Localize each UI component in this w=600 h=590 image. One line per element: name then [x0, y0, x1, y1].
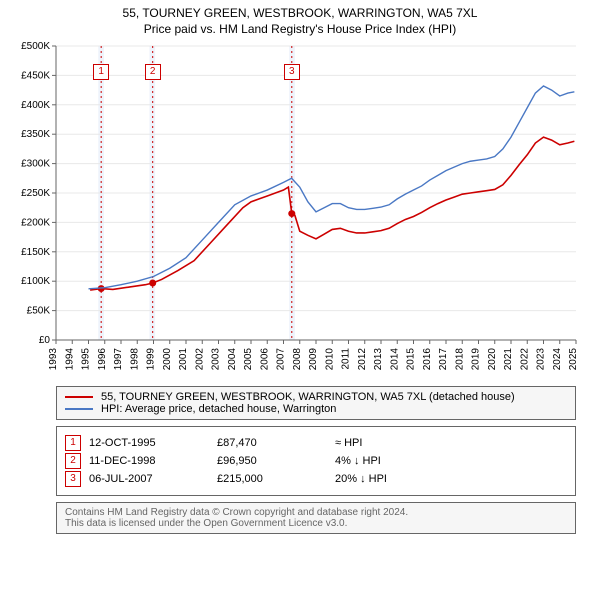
svg-text:2016: 2016 [422, 348, 433, 371]
svg-text:2018: 2018 [454, 348, 465, 371]
svg-text:2002: 2002 [194, 348, 205, 371]
transaction-marker: 2 [65, 453, 81, 469]
transaction-price: £96,950 [217, 455, 327, 467]
svg-text:2001: 2001 [178, 348, 189, 371]
svg-text:1993: 1993 [48, 348, 59, 371]
attribution-line-1: Contains HM Land Registry data © Crown c… [65, 507, 567, 518]
transaction-diff: 4% ↓ HPI [335, 455, 455, 467]
svg-text:2007: 2007 [276, 348, 287, 371]
svg-text:2003: 2003 [211, 348, 222, 371]
transaction-date: 06-JUL-2007 [89, 473, 209, 485]
event-marker: 2 [145, 64, 161, 80]
svg-text:2023: 2023 [536, 348, 547, 371]
legend-swatch [65, 408, 93, 410]
svg-text:2020: 2020 [487, 348, 498, 371]
svg-text:2014: 2014 [389, 348, 400, 371]
attribution-line-2: This data is licensed under the Open Gov… [65, 518, 567, 529]
legend-swatch [65, 396, 93, 398]
svg-text:2025: 2025 [568, 348, 579, 371]
svg-text:£50K: £50K [27, 306, 51, 317]
svg-text:2010: 2010 [324, 348, 335, 371]
svg-text:1996: 1996 [97, 348, 108, 371]
page: 55, TOURNEY GREEN, WESTBROOK, WARRINGTON… [0, 0, 600, 590]
transaction-price: £215,000 [217, 473, 327, 485]
svg-text:2024: 2024 [552, 348, 563, 371]
svg-text:2012: 2012 [357, 348, 368, 371]
svg-text:1998: 1998 [129, 348, 140, 371]
attribution: Contains HM Land Registry data © Crown c… [56, 502, 576, 534]
chart-subtitle: Price paid vs. HM Land Registry's House … [0, 20, 600, 40]
event-marker: 3 [284, 64, 300, 80]
svg-text:2008: 2008 [292, 348, 303, 371]
svg-text:2011: 2011 [341, 348, 352, 370]
transaction-marker: 3 [65, 471, 81, 487]
svg-text:2017: 2017 [438, 348, 449, 371]
svg-text:£500K: £500K [21, 41, 50, 52]
svg-text:2015: 2015 [406, 348, 417, 371]
svg-text:£0: £0 [39, 335, 51, 346]
transaction-row: 3 06-JUL-2007 £215,000 20% ↓ HPI [65, 471, 567, 487]
svg-text:2004: 2004 [227, 348, 238, 371]
svg-text:1995: 1995 [81, 348, 92, 371]
svg-text:£300K: £300K [21, 159, 50, 170]
legend: 55, TOURNEY GREEN, WESTBROOK, WARRINGTON… [56, 386, 576, 420]
svg-text:£250K: £250K [21, 188, 50, 199]
svg-text:2022: 2022 [519, 348, 530, 371]
svg-text:2005: 2005 [243, 348, 254, 371]
event-marker: 1 [93, 64, 109, 80]
legend-item: 55, TOURNEY GREEN, WESTBROOK, WARRINGTON… [65, 391, 567, 403]
svg-text:£350K: £350K [21, 129, 50, 140]
svg-text:2009: 2009 [308, 348, 319, 371]
svg-text:1994: 1994 [64, 348, 75, 371]
svg-text:1999: 1999 [146, 348, 157, 371]
svg-text:2019: 2019 [471, 348, 482, 371]
svg-text:£100K: £100K [21, 276, 50, 287]
transaction-table: 1 12-OCT-1995 £87,470 ≈ HPI 2 11-DEC-1998 £96,… [56, 426, 576, 496]
svg-text:£400K: £400K [21, 100, 50, 111]
svg-text:2021: 2021 [503, 348, 514, 371]
transaction-price: £87,470 [217, 437, 327, 449]
transaction-date: 11-DEC-1998 [89, 455, 209, 467]
svg-text:£200K: £200K [21, 217, 50, 228]
chart-title: 55, TOURNEY GREEN, WESTBROOK, WARRINGTON… [0, 0, 600, 20]
legend-label: 55, TOURNEY GREEN, WESTBROOK, WARRINGTON… [101, 391, 515, 403]
transaction-row: 1 12-OCT-1995 £87,470 ≈ HPI [65, 435, 567, 451]
svg-text:2000: 2000 [162, 348, 173, 371]
svg-text:£450K: £450K [21, 70, 50, 81]
chart-area: £0 £50K £100K £150K £200K £250K £300K £350K £400… [0, 40, 600, 380]
svg-text:2013: 2013 [373, 348, 384, 371]
transaction-diff: ≈ HPI [335, 437, 455, 449]
svg-text:1997: 1997 [113, 348, 124, 371]
transaction-row: 2 11-DEC-1998 £96,950 4% ↓ HPI [65, 453, 567, 469]
transaction-date: 12-OCT-1995 [89, 437, 209, 449]
transaction-marker: 1 [65, 435, 81, 451]
price-chart: £0 £50K £100K £150K £200K £250K £300K £350K £400… [0, 40, 600, 380]
legend-item: HPI: Average price, detached house, Warr… [65, 403, 567, 415]
transaction-diff: 20% ↓ HPI [335, 473, 455, 485]
svg-text:£150K: £150K [21, 247, 50, 258]
legend-label: HPI: Average price, detached house, Warr… [101, 403, 336, 415]
svg-text:2006: 2006 [259, 348, 270, 371]
